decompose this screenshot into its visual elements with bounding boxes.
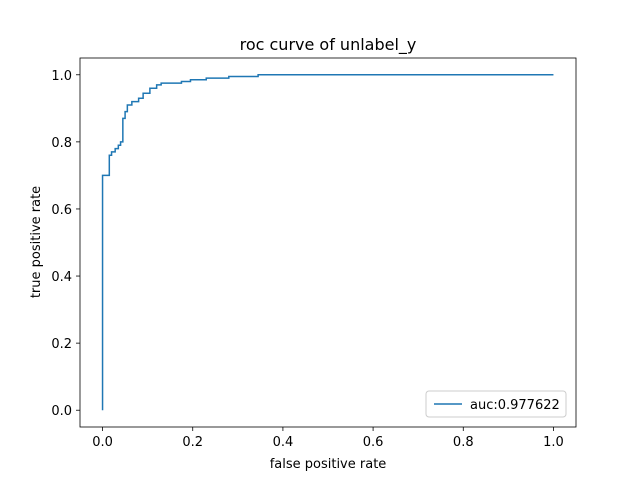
x-tick-label: 0.6 <box>363 435 384 450</box>
x-tick-label: 1.0 <box>543 435 564 450</box>
x-axis-title: false positive rate <box>270 457 387 472</box>
y-tick-label: 0.4 <box>51 270 72 285</box>
y-axis-title: true positive rate <box>29 186 44 298</box>
x-tick-label: 0.8 <box>453 435 474 450</box>
legend-box <box>425 390 567 418</box>
y-tick-label: 0.8 <box>51 136 72 151</box>
plot-area: 0.0 0.2 0.4 0.6 0.8 1.0 0.0 0.2 0.4 0.6 0.8 1.0 auc:… <box>51 57 577 450</box>
roc-series-line <box>101 74 554 411</box>
y-tick-label: 0.2 <box>51 337 72 352</box>
x-tick-label: 0.0 <box>92 435 113 450</box>
x-tick-label: 0.4 <box>273 435 294 450</box>
legend-label: auc:0.977622 <box>470 398 560 413</box>
y-tick-label: 0.0 <box>51 404 72 419</box>
y-tick-label: 1.0 <box>51 69 72 84</box>
y-tick-label: 0.6 <box>51 203 72 218</box>
axes-frame <box>79 57 577 428</box>
chart-title: roc curve of unlabel_y <box>240 35 417 55</box>
x-tick-label: 0.2 <box>182 435 203 450</box>
